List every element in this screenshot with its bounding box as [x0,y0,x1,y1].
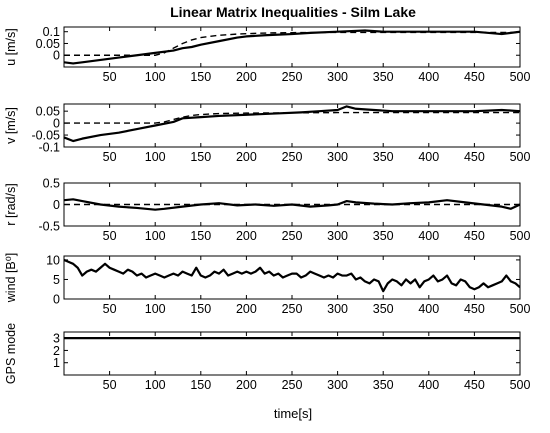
x-tick-label: 250 [282,229,303,243]
panel-5-y-axis-label: GPS mode [4,323,18,384]
panel-1-y-axis-label: u [m/s] [4,28,18,66]
x-tick-label: 100 [145,150,166,164]
panel-1-solid-line [64,29,520,65]
y-tick-label: 0 [53,293,60,307]
x-tick-label: 50 [103,70,117,84]
panel-3-solid-line [64,198,520,211]
x-tick-label: 450 [464,378,485,392]
panel-2-dashed-line [64,111,520,124]
y-tick-label: 2 [53,344,60,358]
x-tick-label: 50 [103,150,117,164]
x-tick-label: 300 [327,378,348,392]
x-tick-label: 500 [510,302,531,316]
panel-3-y-axis-label: r [rad/s] [4,183,18,225]
x-tick-label: 300 [327,70,348,84]
y-tick-label: 10 [46,253,60,267]
panel-2-solid-line [64,105,520,143]
x-tick-label: 450 [464,229,485,243]
x-tick-label: 500 [510,70,531,84]
panel-2: 50 100 150 200 250 300 350 400 450 500 0.050-0.05-… [4,103,531,164]
y-tick-label: -0.1 [38,141,60,155]
y-tick-label: 1 [53,356,60,370]
x-tick-label: 250 [282,378,303,392]
x-tick-label: 100 [145,378,166,392]
y-tick-label: 5 [53,273,60,287]
x-tick-label: 250 [282,150,303,164]
x-tick-label: 500 [510,378,531,392]
x-tick-label: 350 [373,302,394,316]
x-tick-label: 350 [373,378,394,392]
panel-4-y-axis-label: wind [B⁰] [4,253,18,303]
y-tick-label: 3 [53,332,60,346]
x-tick-label: 200 [236,70,257,84]
x-tick-label: 500 [510,150,531,164]
x-tick-label: 200 [236,150,257,164]
panel-5: 50 100 150 200 250 300 350 400 450 500 321 GPS mode [4,323,530,392]
panel-4-frame [63,255,521,300]
x-axis-label: time[s] [274,406,312,421]
x-tick-label: 250 [282,302,303,316]
x-tick-label: 400 [418,302,439,316]
y-tick-label: 0.05 [36,37,60,51]
x-tick-label: 150 [190,302,211,316]
x-tick-label: 400 [418,70,439,84]
x-tick-label: 100 [145,229,166,243]
x-tick-label: 200 [236,302,257,316]
x-tick-label: 100 [145,70,166,84]
panel-1: 50 100 150 200 250 300 350 400 450 500 0.10.050 u [… [4,25,530,84]
chart-title: Linear Matrix Inequalities - Silm Lake [170,4,416,20]
panel-4-solid-line [64,258,520,293]
y-tick-label: 0.05 [36,105,60,119]
y-tick-label: 0 [53,198,60,212]
y-tick-label: -0.5 [38,220,60,234]
x-tick-label: 450 [464,302,485,316]
y-tick-label: 0 [53,117,60,131]
x-tick-label: 200 [236,229,257,243]
y-tick-label: 0.5 [43,177,60,191]
x-tick-label: 400 [418,150,439,164]
panel-1-dashed-line [64,31,520,56]
x-tick-label: 150 [190,378,211,392]
x-tick-label: 150 [190,150,211,164]
x-tick-label: 500 [510,229,531,243]
x-tick-label: 300 [327,302,348,316]
x-tick-label: 400 [418,378,439,392]
x-tick-label: 200 [236,378,257,392]
x-tick-label: 50 [103,302,117,316]
x-tick-label: 250 [282,70,303,84]
x-tick-label: 350 [373,229,394,243]
y-tick-label: 0.1 [43,25,60,39]
x-tick-label: 150 [190,70,211,84]
x-tick-label: 150 [190,229,211,243]
y-tick-label: -0.05 [32,129,61,143]
x-tick-label: 100 [145,302,166,316]
x-tick-label: 50 [103,378,117,392]
x-tick-label: 300 [327,229,348,243]
x-tick-label: 400 [418,229,439,243]
x-tick-label: 50 [103,229,117,243]
y-tick-label: 0 [53,49,60,63]
x-tick-label: 300 [327,150,348,164]
x-tick-label: 350 [373,70,394,84]
x-tick-label: 350 [373,150,394,164]
panel-2-y-axis-label: v [m/s] [4,107,18,144]
x-tick-label: 450 [464,70,485,84]
x-tick-label: 450 [464,150,485,164]
panel-3: 50 100 150 200 250 300 350 400 450 500 0.5 0 -0.5 r [… [4,177,530,244]
